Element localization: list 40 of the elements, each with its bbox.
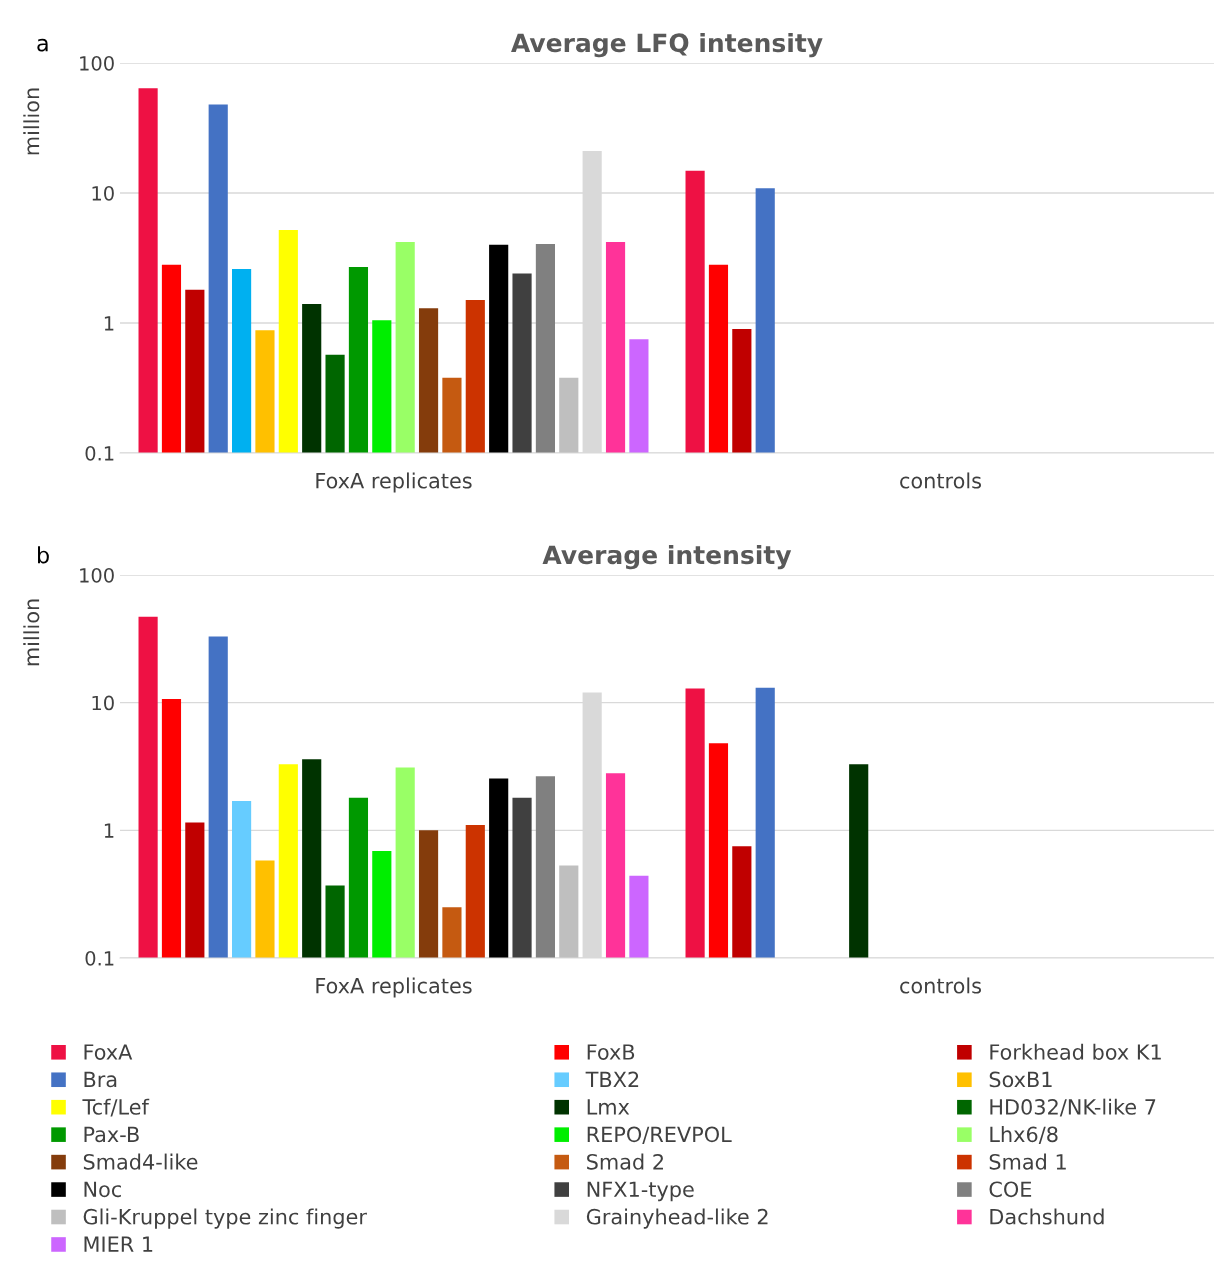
legend-label: Lhx6/8 xyxy=(990,1126,1058,1144)
legend-label: NFX1-type xyxy=(587,1181,694,1202)
y-tick-label: 0.1 xyxy=(85,950,114,966)
y-tick-label: 1 xyxy=(104,316,114,331)
legend-label: Forkhead box K1 xyxy=(990,1043,1161,1060)
legend-label: FoxB xyxy=(587,1044,635,1060)
legend-label: Smad 2 xyxy=(587,1153,663,1170)
y-tick-label: 10 xyxy=(92,185,114,201)
y-tick-label: 10 xyxy=(92,695,114,711)
legend-label: REPO/REVPOL xyxy=(587,1126,732,1144)
y-tick-label: 1 xyxy=(104,823,114,838)
legend-label: Smad4-like xyxy=(83,1153,198,1170)
y-axis-title: million xyxy=(23,599,40,666)
legend-label: Pax-B xyxy=(84,1126,139,1143)
y-tick-label: 0.1 xyxy=(85,445,114,461)
legend-label: Grainyhead-like 2 xyxy=(586,1208,768,1229)
legend-label: COE xyxy=(989,1181,1032,1198)
text: a xyxy=(37,38,48,52)
legend-label: SoxB1 xyxy=(989,1071,1052,1088)
y-tick-label: 100 xyxy=(80,55,114,71)
x-tick-label: FoxA replicates xyxy=(316,977,472,998)
text: b xyxy=(38,546,49,564)
legend-label: MIER 1 xyxy=(84,1236,153,1252)
x-tick-label: controls xyxy=(900,977,982,994)
legend-label: Noc xyxy=(84,1181,121,1198)
legend-label: Smad 1 xyxy=(989,1153,1066,1170)
chart-title: Average LFQ intensity xyxy=(511,32,823,58)
legend-label: Gli-Kruppel type zinc finger xyxy=(83,1208,367,1229)
legend-label: Dachshund xyxy=(990,1208,1104,1225)
legend-label: Tcf/Lef xyxy=(82,1098,150,1117)
chart-title: Average intensity xyxy=(542,544,792,570)
x-tick-label: FoxA replicates xyxy=(316,472,472,493)
legend-label: Lmx xyxy=(587,1099,630,1115)
legend-label: Bra xyxy=(84,1071,117,1088)
legend-label: TBX2 xyxy=(585,1071,639,1088)
legend-label: FoxA xyxy=(84,1044,133,1060)
legend-label: HD032/NK-like 7 xyxy=(990,1098,1156,1117)
y-tick-label: 100 xyxy=(80,567,114,583)
y-axis-title: million xyxy=(23,88,40,155)
x-tick-label: controls xyxy=(900,472,982,489)
